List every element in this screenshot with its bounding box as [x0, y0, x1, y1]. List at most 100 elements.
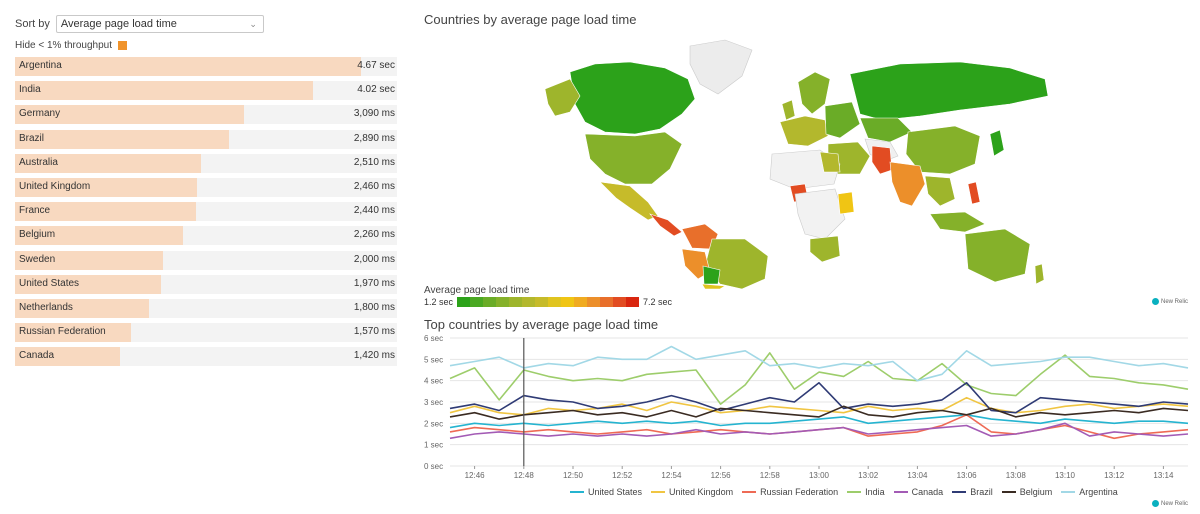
country-south-africa[interactable] [809, 235, 841, 263]
x-tick-label: 12:58 [760, 471, 781, 480]
country-bar-label: Canada [19, 350, 55, 362]
country-egypt[interactable] [819, 151, 841, 173]
world-map[interactable] [420, 34, 1200, 290]
legend-item[interactable]: Argentina [1061, 487, 1118, 497]
legend-swatch [1061, 491, 1076, 493]
legend-label: United States [588, 487, 643, 497]
country-bar-value: 2,000 ms [353, 253, 395, 265]
scale-cell [522, 297, 536, 307]
country-bar-row[interactable]: Germany 3,090 ms [15, 105, 397, 125]
map-color-scale: 1.2 sec 7.2 sec [424, 297, 672, 307]
country-bar-label: India [19, 84, 41, 96]
scale-cell [457, 297, 471, 307]
y-tick-label: 4 sec [424, 377, 443, 386]
country-bar-label: Belgium [19, 229, 56, 241]
country-eastern-europe[interactable] [824, 101, 861, 139]
country-bar-value: 1,570 ms [353, 326, 395, 338]
country-western-europe[interactable] [779, 115, 829, 147]
scale-max-label: 7.2 sec [643, 297, 673, 307]
country-scandinavia[interactable] [797, 71, 831, 115]
x-tick-label: 13:10 [1055, 471, 1076, 480]
scale-cell [548, 297, 562, 307]
legend-swatch [651, 491, 666, 493]
sort-select[interactable]: Average page load time ⌄ [55, 15, 264, 33]
y-tick-label: 3 sec [424, 398, 443, 407]
country-russian-federation[interactable] [849, 61, 1049, 121]
legend-item[interactable]: Russian Federation [742, 487, 838, 497]
country-central-america[interactable] [649, 213, 683, 237]
country-bar-row[interactable]: Australia 2,510 ms [15, 153, 397, 173]
country-china[interactable] [905, 125, 981, 175]
country-greenland[interactable] [689, 39, 753, 95]
scale-cell [574, 297, 588, 307]
country-bar-row[interactable]: Brazil 2,890 ms [15, 129, 397, 149]
line-chart[interactable]: 0 sec 1 sec 2 sec 3 sec 4 sec 5 sec 6 sec 12:46… [420, 330, 1200, 480]
country-india[interactable] [889, 161, 926, 207]
x-tick-label: 13:00 [809, 471, 830, 480]
country-bar-value: 1,970 ms [353, 277, 395, 289]
country-bar-row[interactable]: Belgium 2,260 ms [15, 226, 397, 246]
sort-control: Sort by Average page load time ⌄ [15, 14, 264, 34]
series-line-brazil [449, 381, 1189, 414]
country-pakistan[interactable] [871, 145, 893, 175]
new-relic-icon [1152, 298, 1159, 305]
country-bar-fill [15, 105, 245, 125]
country-bar-row[interactable]: Argentina 4.67 sec [15, 57, 397, 76]
country-bar-value: 2,460 ms [353, 180, 395, 192]
country-indonesia[interactable] [929, 211, 986, 233]
country-bar-fill [15, 202, 196, 222]
x-tick-label: 12:52 [612, 471, 633, 480]
country-japan[interactable] [989, 129, 1005, 157]
legend-swatch [570, 491, 584, 493]
legend-label: Canada [911, 487, 944, 497]
country-bar-row[interactable]: United Kingdom 2,460 ms [15, 177, 397, 197]
legend-item[interactable]: Canada [893, 487, 944, 497]
legend-item[interactable]: India [847, 487, 885, 497]
country-mexico[interactable] [599, 181, 659, 221]
country-kazakhstan[interactable] [859, 117, 913, 143]
legend-item[interactable]: Belgium [1001, 487, 1053, 497]
country-list-panel: Sort by Average page load time ⌄ Hide < … [0, 0, 400, 514]
country-bar-fill [15, 298, 149, 318]
country-canada[interactable] [569, 61, 696, 135]
country-new-zealand[interactable] [1034, 263, 1045, 285]
country-bar-label: Netherlands [19, 301, 73, 313]
country-australia[interactable] [964, 228, 1031, 283]
country-bar-row[interactable]: France 2,440 ms [15, 202, 397, 222]
country-bar-row[interactable]: Netherlands 1,800 ms [15, 298, 397, 318]
legend-item[interactable]: Brazil [952, 487, 993, 497]
legend-item[interactable]: United States [570, 487, 642, 497]
x-tick-label: 13:12 [1104, 471, 1125, 480]
country-bar-value: 2,510 ms [353, 156, 395, 168]
new-relic-logo-text: New Relic [1161, 500, 1189, 507]
country-alaska[interactable] [544, 78, 581, 117]
country-kenya[interactable] [837, 191, 855, 215]
hide-low-throughput-checkbox[interactable] [118, 41, 128, 50]
country-bar-row[interactable]: India 4.02 sec [15, 81, 397, 101]
country-southeast-asia[interactable] [924, 175, 956, 207]
series-line-belgium [449, 405, 1189, 420]
country-bar-row[interactable]: Russian Federation 1,570 ms [15, 323, 397, 343]
country-bar-fill [15, 153, 202, 173]
x-tick-label: 13:04 [907, 471, 928, 480]
country-united-kingdom[interactable] [781, 99, 796, 121]
chevron-down-icon: ⌄ [249, 19, 257, 29]
scale-cell [600, 297, 614, 307]
legend-item[interactable]: United Kingdom [651, 487, 733, 497]
country-bar-fill [15, 347, 121, 367]
x-tick-label: 13:06 [957, 471, 978, 480]
scale-min-label: 1.2 sec [424, 297, 454, 307]
country-philippines[interactable] [967, 181, 981, 205]
country-argentina[interactable] [701, 283, 726, 290]
legend-label: Belgium [1019, 487, 1053, 497]
hide-low-throughput-toggle[interactable]: Hide < 1% throughput [15, 40, 128, 51]
country-bar-fill [15, 226, 183, 246]
country-central-africa[interactable] [794, 188, 846, 240]
country-bar-row[interactable]: Canada 1,420 ms [15, 347, 397, 367]
country-bolivia[interactable] [702, 265, 721, 285]
country-bar-row[interactable]: Sweden 2,000 ms [15, 250, 397, 270]
country-bar-row[interactable]: United States 1,970 ms [15, 274, 397, 294]
country-united-states[interactable] [584, 131, 683, 185]
country-bar-fill [15, 81, 314, 101]
sort-label: Sort by [15, 18, 50, 30]
